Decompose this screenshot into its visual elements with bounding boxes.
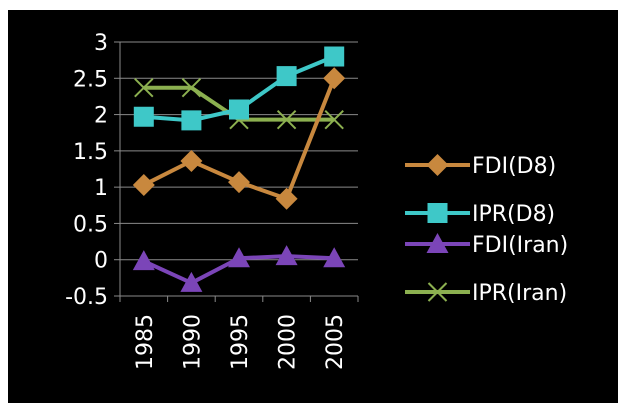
x-tick-label: 1990	[180, 314, 205, 370]
legend-label: FDI(D8)	[472, 154, 556, 179]
legend-marker-ipr-iran	[427, 282, 448, 302]
data-point-fdi-iran	[275, 245, 298, 266]
data-point-fdi-d8	[228, 171, 250, 194]
legend-entry-ipr-iran: IPR(Iran)	[405, 281, 567, 306]
y-tick-labels: 3 2.5 2 1.5 1 0.5 0 -0.5	[65, 31, 108, 310]
data-point-ipr-d8	[133, 106, 154, 127]
series-fdi-d8	[132, 67, 346, 210]
x-tick-label: 2005	[323, 314, 348, 370]
axes	[114, 41, 359, 302]
y-tick-label: 2.5	[73, 67, 108, 92]
series-ipr-iran	[134, 78, 344, 130]
data-point-ipr-d8	[229, 99, 249, 120]
legend-label: FDI(Iran)	[472, 233, 568, 258]
legend-entry-fdi-d8: FDI(D8)	[405, 154, 556, 179]
data-point-fdi-d8	[180, 150, 203, 173]
data-point-ipr-d8	[181, 110, 202, 131]
data-point-fdi-d8	[323, 67, 346, 90]
data-point-fdi-d8	[132, 173, 155, 196]
data-point-ipr-iran	[134, 78, 154, 98]
data-point-ipr-d8	[324, 46, 345, 67]
legend-label: IPR(D8)	[472, 202, 555, 227]
series-fdi-iran	[132, 245, 346, 292]
legend-entry-ipr-d8: IPR(D8)	[405, 202, 555, 227]
y-tick-label: 3	[94, 31, 108, 56]
data-point-ipr-iran	[324, 109, 344, 130]
data-point-ipr-iran	[276, 109, 297, 130]
data-point-fdi-iran	[180, 271, 203, 292]
x-tick-label: 2000	[276, 314, 301, 370]
legend-marker-fdi-d8	[426, 154, 449, 176]
y-tick-label: -0.5	[65, 285, 108, 310]
data-point-ipr-iran	[181, 78, 202, 98]
legend-label: IPR(Iran)	[472, 281, 567, 306]
data-point-fdi-d8	[275, 187, 298, 210]
x-tick-labels: 1985 1990 1995 2000 2005	[133, 314, 348, 370]
series-ipr-d8	[133, 46, 345, 131]
data-point-fdi-iran	[132, 250, 155, 271]
data-point-ipr-d8	[276, 66, 297, 87]
y-tick-label: 0	[94, 249, 108, 274]
legend-marker-fdi-iran	[426, 233, 449, 253]
y-tick-label: 0.5	[73, 212, 108, 237]
series	[132, 46, 346, 292]
y-tick-label: 2	[94, 104, 108, 129]
data-point-fdi-iran	[228, 247, 250, 268]
data-point-fdi-iran	[323, 247, 346, 268]
legend-marker-ipr-d8	[427, 203, 448, 223]
x-tick-label: 1985	[133, 314, 158, 370]
y-tick-label: 1.5	[73, 140, 108, 165]
legend-entry-fdi-iran: FDI(Iran)	[405, 233, 568, 258]
legend: FDI(D8) IPR(D8) FDI(Iran) IPR(Iran)	[405, 154, 568, 306]
y-tick-label: 1	[94, 176, 108, 201]
x-tick-label: 1995	[228, 314, 253, 370]
chart-background	[8, 10, 618, 403]
